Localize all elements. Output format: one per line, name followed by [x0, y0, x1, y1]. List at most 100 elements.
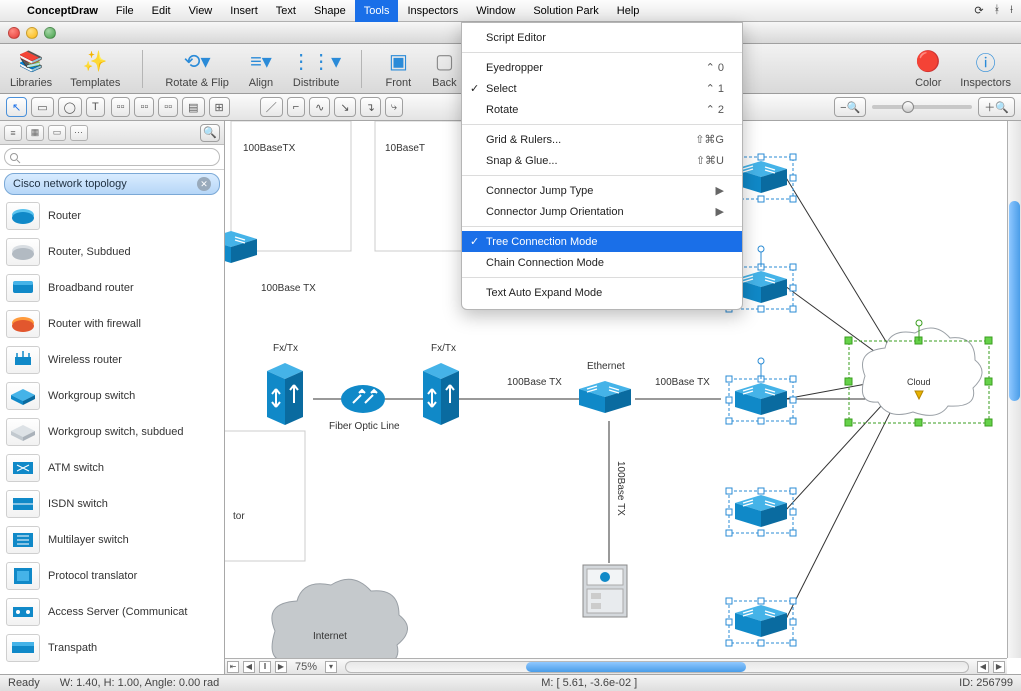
library-thumb-icon — [6, 238, 40, 266]
close-section-icon[interactable]: ✕ — [197, 177, 211, 191]
library-item[interactable]: Workgroup switch — [0, 378, 224, 414]
ellipse-tool[interactable]: ◯ — [58, 97, 82, 117]
sync-icon[interactable]: ⟳ — [974, 4, 983, 17]
library-item[interactable]: Protocol translator — [0, 558, 224, 594]
library-item[interactable]: ATM switch — [0, 450, 224, 486]
zoom-in-button[interactable]: ＋🔍 — [978, 97, 1015, 117]
library-item[interactable]: Multilayer switch — [0, 522, 224, 558]
menu-text[interactable]: Text — [267, 0, 305, 22]
fxtx-device-1[interactable] — [267, 363, 303, 425]
fiber-optic-node[interactable] — [341, 385, 385, 413]
ditem-script-editor[interactable]: Script Editor — [462, 27, 742, 48]
ditem-text-auto[interactable]: Text Auto Expand Mode — [462, 282, 742, 303]
menu-window[interactable]: Window — [467, 0, 524, 22]
front-button[interactable]: ▣Front — [384, 49, 412, 89]
vertical-scrollbar[interactable] — [1007, 121, 1021, 658]
page-next[interactable]: ▶ — [275, 661, 287, 673]
selected-switch-3[interactable] — [726, 358, 796, 424]
rotateflip-button[interactable]: ⟲▾Rotate & Flip — [165, 49, 229, 89]
grid-tool[interactable]: ⊞ — [209, 97, 230, 117]
ditem-chain-mode[interactable]: Chain Connection Mode — [462, 252, 742, 273]
conn4-tool[interactable]: ↴ — [360, 97, 381, 117]
align-button[interactable]: ≡▾Align — [247, 49, 275, 89]
menu-inspectors[interactable]: Inspectors — [398, 0, 467, 22]
conn3-tool[interactable]: ↘ — [334, 97, 355, 117]
menu-view[interactable]: View — [180, 0, 222, 22]
hscroll-right[interactable]: ▶ — [993, 661, 1005, 673]
library-item[interactable]: ISDN switch — [0, 486, 224, 522]
distribute-label: Distribute — [293, 77, 339, 89]
menu-help[interactable]: Help — [608, 0, 649, 22]
ethernet-switch[interactable] — [579, 381, 631, 413]
pointer-tool[interactable]: ↖ — [6, 97, 27, 117]
ditem-rotate[interactable]: Rotate⌃ 2 — [462, 99, 742, 120]
wifi-icon[interactable]: ⟊ — [1010, 4, 1013, 17]
hscroll-track[interactable] — [345, 661, 969, 673]
view-preview-button[interactable]: ▭ — [48, 125, 66, 141]
page-pause[interactable]: ‖ — [259, 661, 271, 673]
color-button[interactable]: 🔴Color — [914, 49, 942, 89]
bluetooth-icon[interactable]: ᚼ — [994, 4, 1001, 17]
library-item[interactable]: Transpath — [0, 630, 224, 666]
library-item[interactable]: Router with firewall — [0, 306, 224, 342]
conn1-tool[interactable]: ⌐ — [287, 97, 305, 117]
zoom-slider[interactable] — [872, 105, 972, 109]
menu-solutionpark[interactable]: Solution Park — [524, 0, 607, 22]
switch-clipped[interactable] — [225, 231, 257, 263]
library-item[interactable]: Router, Subdued — [0, 234, 224, 270]
ditem-tree-mode[interactable]: Tree Connection Mode — [462, 231, 742, 252]
line-tool[interactable]: ／ — [260, 97, 283, 117]
page-prev[interactable]: ◀ — [243, 661, 255, 673]
fxtx-device-2[interactable] — [423, 363, 459, 425]
back-button[interactable]: ▢Back — [430, 49, 458, 89]
group2-tool[interactable]: ▫▫ — [134, 97, 154, 117]
cloud-node[interactable] — [845, 320, 992, 426]
library-item[interactable]: Wireless router — [0, 342, 224, 378]
server-node[interactable] — [583, 565, 627, 617]
view-list-button[interactable]: ≡ — [4, 125, 22, 141]
conn2-tool[interactable]: ∿ — [309, 97, 330, 117]
minimize-button[interactable] — [26, 27, 38, 39]
menu-file[interactable]: File — [107, 0, 143, 22]
menu-appname[interactable]: ConceptDraw — [18, 0, 107, 22]
group3-tool[interactable]: ▫▫ — [158, 97, 178, 117]
library-item[interactable]: Router — [0, 198, 224, 234]
selected-switch-4[interactable] — [726, 488, 796, 536]
inspectors-button[interactable]: ⓘInspectors — [960, 49, 1011, 89]
ditem-conn-jump-type[interactable]: Connector Jump Type▶ — [462, 180, 742, 201]
text-tool[interactable]: T — [86, 97, 105, 117]
rect-tool[interactable]: ▭ — [31, 97, 53, 117]
conn5-tool[interactable]: ⤷ — [385, 97, 403, 117]
page-prev-end[interactable]: ⇤ — [227, 661, 239, 673]
layer-tool[interactable]: ▤ — [182, 97, 204, 117]
selected-switch-5[interactable] — [726, 598, 796, 646]
libraries-button[interactable]: 📚Libraries — [10, 49, 52, 89]
library-thumb-icon — [6, 202, 40, 230]
search-button[interactable]: 🔍 — [200, 124, 220, 142]
group1-tool[interactable]: ▫▫ — [111, 97, 131, 117]
ditem-grid-rulers[interactable]: Grid & Rulers...⇧⌘G — [462, 129, 742, 150]
menu-shape[interactable]: Shape — [305, 0, 355, 22]
ditem-snap-glue[interactable]: Snap & Glue...⇧⌘U — [462, 150, 742, 171]
library-item[interactable]: Broadband router — [0, 270, 224, 306]
distribute-button[interactable]: ⋮⋮▾Distribute — [293, 49, 339, 89]
zoom-out-button[interactable]: −🔍 — [834, 97, 866, 117]
ditem-conn-jump-orient[interactable]: Connector Jump Orientation▶ — [462, 201, 742, 222]
library-item[interactable]: Workgroup switch, subdued — [0, 414, 224, 450]
view-grid-button[interactable]: ▦ — [26, 125, 44, 141]
zoom-button[interactable] — [44, 27, 56, 39]
ditem-eyedropper[interactable]: Eyedropper⌃ 0 — [462, 57, 742, 78]
library-section-tab[interactable]: Cisco network topology ✕ — [4, 173, 220, 195]
library-item[interactable]: Access Server (Communicat — [0, 594, 224, 630]
menu-insert[interactable]: Insert — [221, 0, 267, 22]
menu-edit[interactable]: Edit — [143, 0, 180, 22]
templates-button[interactable]: ✨Templates — [70, 49, 120, 89]
view-more-button[interactable]: ⋯ — [70, 125, 88, 141]
search-input[interactable] — [4, 148, 220, 166]
hscroll-left[interactable]: ◀ — [977, 661, 989, 673]
ditem-select[interactable]: Select⌃ 1 — [462, 78, 742, 99]
zoom-dropdown[interactable]: ▾ — [325, 661, 337, 673]
close-button[interactable] — [8, 27, 20, 39]
zoom-control: −🔍 ＋🔍 — [834, 97, 1015, 117]
menu-tools[interactable]: Tools — [355, 0, 399, 22]
